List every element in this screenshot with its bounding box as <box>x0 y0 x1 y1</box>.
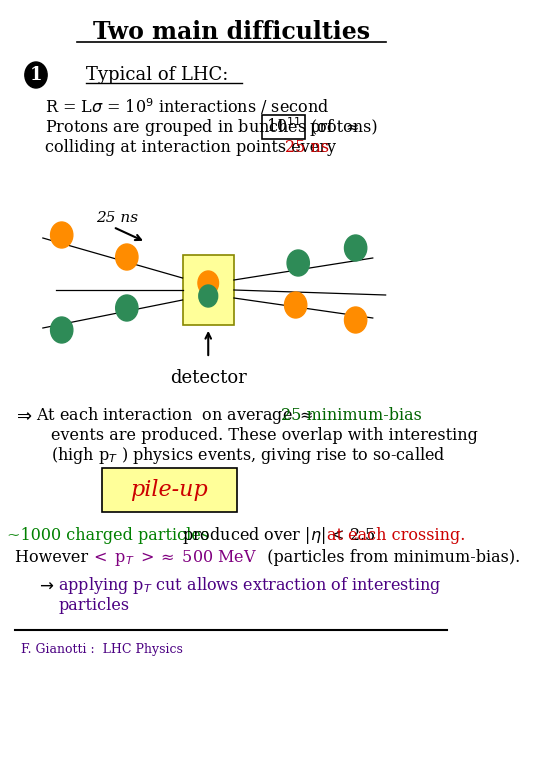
Text: 25 ns: 25 ns <box>96 211 138 225</box>
Text: events are produced. These overlap with interesting: events are produced. These overlap with … <box>51 427 478 444</box>
Circle shape <box>198 271 219 295</box>
Text: particles: particles <box>58 597 130 614</box>
FancyBboxPatch shape <box>262 115 305 139</box>
Circle shape <box>199 285 218 307</box>
Text: ~1000 charged particles: ~1000 charged particles <box>7 526 209 544</box>
Text: detector: detector <box>170 369 247 387</box>
Text: F. Gianotti :  LHC Physics: F. Gianotti : LHC Physics <box>22 644 183 657</box>
Text: pile-up: pile-up <box>130 479 208 501</box>
Text: R = L$\sigma$ = 10$^{9}$ interactions / second: R = L$\sigma$ = 10$^{9}$ interactions / … <box>45 97 329 117</box>
Text: protons): protons) <box>309 119 378 136</box>
Text: 1: 1 <box>30 66 42 84</box>
Circle shape <box>25 62 47 88</box>
Text: produced over |$\eta$| < 2.5: produced over |$\eta$| < 2.5 <box>181 524 376 545</box>
FancyBboxPatch shape <box>102 468 237 512</box>
Text: $<$ p$_T$ $>\approx$ 500 MeV: $<$ p$_T$ $>\approx$ 500 MeV <box>90 548 257 568</box>
Text: $\rightarrow$: $\rightarrow$ <box>36 576 55 594</box>
FancyBboxPatch shape <box>183 255 234 325</box>
Text: applying p$_T$ cut allows extraction of interesting: applying p$_T$ cut allows extraction of … <box>58 575 442 595</box>
Text: Two main difficulties: Two main difficulties <box>93 20 370 44</box>
Text: (high p$_T$ ) physics events, giving rise to so-called: (high p$_T$ ) physics events, giving ris… <box>51 445 446 466</box>
Text: Protons are grouped in bunches (of  $\approx$: Protons are grouped in bunches (of $\app… <box>45 116 359 137</box>
Text: at each crossing.: at each crossing. <box>327 526 465 544</box>
Circle shape <box>51 222 73 248</box>
Text: At each interaction  on average $\approx$: At each interaction on average $\approx$ <box>36 405 319 426</box>
Circle shape <box>51 317 73 343</box>
Circle shape <box>287 250 309 276</box>
Text: (particles from minimum-bias).: (particles from minimum-bias). <box>257 549 521 566</box>
Text: 10$^{11}$: 10$^{11}$ <box>266 118 301 136</box>
Text: However: However <box>16 549 99 566</box>
Circle shape <box>345 307 367 333</box>
Text: 25 minimum-bias: 25 minimum-bias <box>281 406 422 424</box>
Circle shape <box>116 295 138 321</box>
Text: 25 ns: 25 ns <box>285 139 329 155</box>
Circle shape <box>285 292 307 318</box>
Text: colliding at interaction points every: colliding at interaction points every <box>45 139 346 155</box>
Text: Typical of LHC:: Typical of LHC: <box>86 66 228 84</box>
Circle shape <box>116 244 138 270</box>
Text: $\Rightarrow$: $\Rightarrow$ <box>13 406 32 424</box>
Circle shape <box>345 235 367 261</box>
